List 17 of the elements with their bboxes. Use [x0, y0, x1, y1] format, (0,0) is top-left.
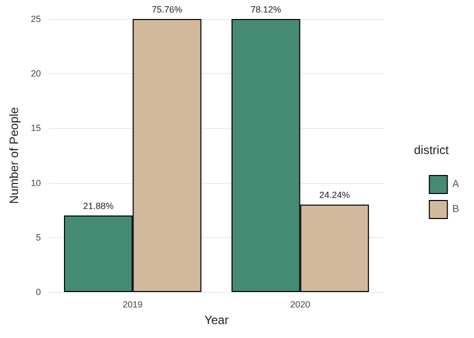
- y-tick-label: 10: [30, 178, 41, 188]
- annotation: 24.24%: [319, 190, 350, 200]
- y-tick-label: 15: [30, 123, 41, 134]
- legend-label: A: [452, 179, 460, 190]
- y-axis-title: Number of People: [7, 106, 21, 204]
- y-tick-label: 25: [30, 14, 41, 24]
- x-axis-title: Year: [204, 313, 229, 327]
- legend-label: B: [452, 204, 460, 215]
- y-tick-label: 0: [36, 287, 41, 297]
- x-tick-label: 2019: [122, 300, 143, 310]
- y-tick-label: 20: [30, 68, 41, 79]
- annotation: 75.76%: [152, 4, 182, 14]
- annotation: 21.88%: [83, 201, 114, 212]
- y-tick-label: 5: [36, 232, 41, 242]
- x-tick-label: 2020: [290, 300, 310, 310]
- annotation: 78.12%: [250, 4, 282, 14]
- legend-title: district: [414, 143, 449, 157]
